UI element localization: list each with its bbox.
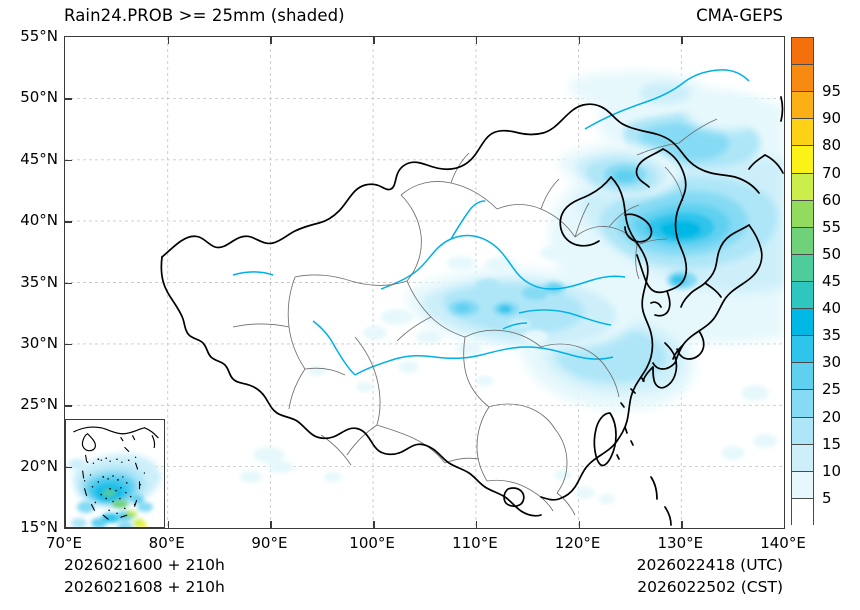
y-tick-label: 55°N (20, 27, 58, 45)
colorbar-tick-label: 55 (822, 217, 842, 236)
colorbar-segment (792, 444, 813, 472)
colorbar-tick-label: 10 (822, 461, 842, 480)
x-tick-label: 120°E (554, 534, 601, 552)
y-tick-label: 25°N (20, 395, 58, 414)
south-china-sea-inset[interactable] (65, 419, 165, 528)
y-tick-label: 40°N (20, 211, 58, 230)
colorbar-tick-label: 20 (822, 407, 842, 426)
y-tick-label: 15°N (20, 518, 58, 536)
colorbar-segment (792, 309, 813, 337)
x-tick-label: 80°E (148, 534, 185, 552)
y-tick-label: 45°N (20, 149, 58, 168)
map-plot-area[interactable] (64, 36, 785, 529)
footer-valid-time-cst: 2026022502 (CST) (637, 578, 783, 596)
colorbar-tick-label: 15 (822, 434, 842, 453)
colorbar-segment (792, 282, 813, 310)
colorbar-segment (792, 471, 813, 499)
y-tick-label: 30°N (20, 333, 58, 352)
colorbar-tick-label: 45 (822, 272, 842, 290)
inset-island-dots (83, 456, 146, 515)
colorbar-segment (792, 65, 813, 93)
colorbar-tick-label: 25 (822, 380, 842, 399)
colorbar-tick-label: 40 (822, 299, 842, 318)
map-gridlines (65, 37, 784, 528)
colorbar-segment (792, 336, 813, 364)
inset-geography (73, 426, 159, 520)
colorbar-tick-label: 30 (822, 353, 842, 372)
colorbar-segment (792, 38, 813, 66)
colorbar-segment (792, 498, 813, 526)
colorbar-tick-label: 60 (822, 190, 842, 209)
precipitation-probability-shading (68, 71, 784, 528)
colorbar-tick-label: 70 (822, 163, 842, 182)
colorbar[interactable] (791, 37, 814, 526)
colorbar-tick-label: 50 (822, 244, 842, 263)
province-borders (232, 118, 718, 516)
colorbar-segment (792, 200, 813, 228)
national-borders-coastline (160, 96, 784, 526)
colorbar-segment (792, 254, 813, 282)
x-tick-label: 70°E (45, 534, 83, 552)
x-tick-label: 110°E (452, 534, 498, 552)
colorbar-segment (792, 92, 813, 120)
footer-init-time-utc: 2026021600 + 210h (64, 556, 225, 574)
colorbar-segment (792, 390, 813, 418)
colorbar-segment (792, 417, 813, 445)
colorbar-tick-label: 5 (822, 488, 832, 507)
colorbar-tick-label: 35 (822, 326, 842, 345)
page-title: Rain24.PROB >= 25mm (shaded) (64, 6, 345, 25)
x-tick-label: 90°E (251, 534, 288, 552)
footer-init-time-cst: 2026021608 + 210h (64, 578, 225, 596)
footer-valid-time-utc: 2026022418 (UTC) (636, 556, 783, 574)
river-lines (232, 69, 750, 376)
x-tick-label: 100°E (349, 534, 395, 552)
colorbar-segment (792, 173, 813, 201)
colorbar-tick-label: 80 (822, 136, 842, 155)
x-tick-label: 130°E (657, 534, 704, 552)
colorbar-segment (792, 363, 813, 391)
colorbar-tick-label: 90 (822, 109, 842, 128)
nine-dash-line (82, 446, 141, 520)
x-tick-label: 140°E (760, 534, 806, 552)
colorbar-segment (792, 146, 813, 174)
colorbar-tick-label: 95 (822, 82, 842, 101)
colorbar-segment (792, 227, 813, 255)
y-tick-label: 20°N (20, 456, 58, 475)
model-label: CMA-GEPS (696, 6, 783, 25)
y-tick-label: 35°N (20, 272, 58, 291)
map-geography (160, 69, 784, 526)
colorbar-segment (792, 119, 813, 147)
y-tick-label: 50°N (20, 88, 58, 107)
